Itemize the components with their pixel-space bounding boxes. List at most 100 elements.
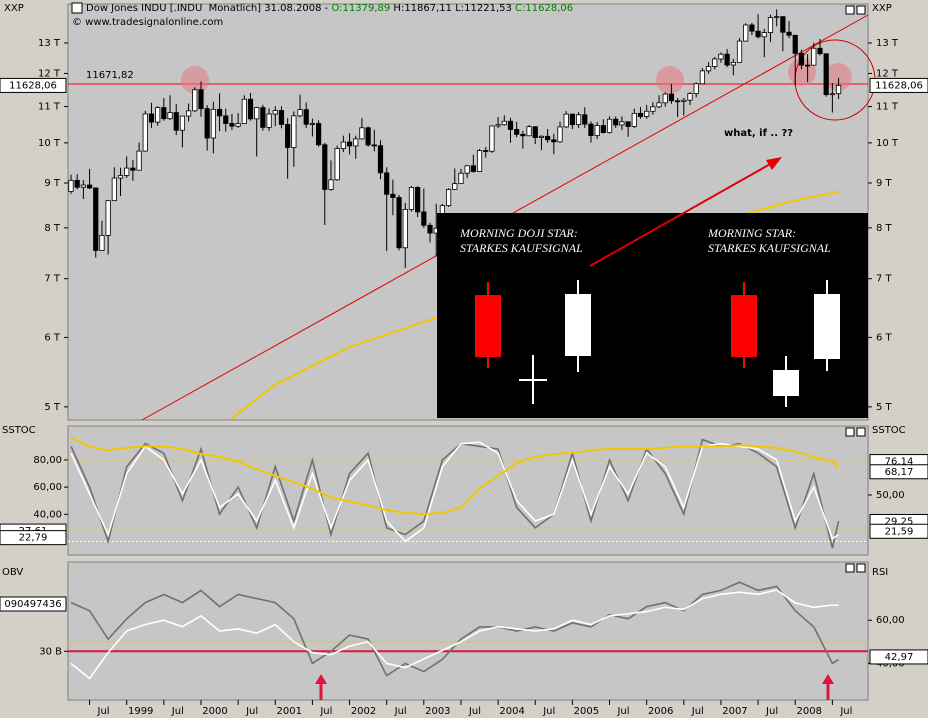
candle-body — [786, 31, 792, 36]
y-tick-label: 6 T — [44, 332, 61, 343]
copyright: © www.tradesignalonline.com — [72, 17, 223, 28]
header-part: H:11867,11 L:11221,53 — [390, 3, 515, 14]
candle-body — [588, 123, 594, 136]
indicator-line — [70, 581, 839, 677]
candle-body — [68, 179, 74, 192]
x-tick-label: 2001 — [277, 706, 302, 717]
candle-body — [582, 114, 588, 125]
candle-body — [749, 24, 755, 32]
x-tick-label: Jul — [171, 706, 184, 717]
y-tick-label: 13 T — [38, 38, 61, 49]
candle-body — [538, 135, 545, 138]
candle-body — [254, 107, 260, 120]
value-box-label: 29,25 — [885, 516, 914, 527]
x-tick-label: 2004 — [499, 706, 524, 717]
candle-body — [835, 85, 842, 95]
candle-body — [675, 100, 681, 103]
x-tick-label: 2000 — [202, 706, 227, 717]
candle-body — [421, 211, 427, 226]
candle-body — [829, 93, 835, 96]
candle-body — [613, 118, 619, 126]
candle-body — [148, 113, 155, 123]
x-tick-label: Jul — [394, 706, 407, 717]
candle-body — [365, 127, 371, 146]
candle-body — [74, 179, 80, 188]
x-tick-label: 2006 — [648, 706, 673, 717]
candle-body — [297, 109, 303, 117]
candle-body — [142, 113, 148, 152]
y-tick-label: 13 T — [876, 38, 899, 49]
panel-button — [845, 427, 855, 437]
header-part: O:11379,89 — [331, 3, 390, 14]
candle-body — [575, 114, 582, 126]
value-box — [0, 530, 67, 546]
candle-body — [408, 187, 415, 210]
y-tick-label: 8 T — [876, 223, 893, 234]
candle-body — [377, 145, 384, 174]
y-tick-label: 10 T — [38, 138, 61, 149]
annotation: what, if .. ?? — [724, 128, 793, 139]
y-tick-label: 7 T — [876, 274, 893, 285]
candle-body — [470, 165, 476, 172]
candle-body — [80, 184, 86, 188]
panel-name: SSTOC — [872, 425, 906, 436]
candle-body — [99, 234, 105, 251]
candle-body — [136, 150, 142, 171]
y-tick-label: 12 T — [876, 68, 899, 79]
candle-body — [507, 120, 514, 130]
value-box — [869, 523, 928, 539]
candle-body — [303, 109, 309, 125]
candle-body — [495, 124, 501, 127]
candle-body — [223, 115, 229, 124]
candle-body — [489, 125, 495, 152]
value-box — [0, 77, 67, 93]
x-tick-label: Jul — [765, 706, 778, 717]
panel-button — [856, 5, 866, 15]
value-box-label: 68,17 — [885, 467, 914, 478]
candle-body — [724, 53, 730, 66]
candle-body — [798, 52, 805, 66]
candle-body — [229, 123, 235, 127]
candle-body — [755, 30, 761, 38]
candle-body — [278, 110, 285, 125]
y-tick-label: 5 T — [44, 402, 61, 413]
candle-body — [402, 208, 408, 249]
candle-body — [563, 113, 569, 128]
candle-body — [662, 93, 668, 104]
candle-body — [699, 70, 705, 85]
arrow-head — [766, 157, 782, 170]
value-box — [869, 464, 928, 480]
value-box-label: 21,59 — [885, 526, 914, 537]
x-tick-label: Jul — [468, 706, 481, 717]
candle-body — [192, 89, 198, 112]
plot-area — [67, 425, 869, 556]
candle-body — [767, 17, 774, 34]
candle-body — [811, 47, 817, 66]
x-tick-label: Jul — [839, 706, 852, 717]
inset-candle — [731, 295, 757, 357]
highlight — [656, 66, 684, 94]
candle-body — [483, 150, 489, 152]
candle-body — [520, 133, 526, 137]
y2-tick-label: 50,00 — [876, 490, 905, 501]
arrow-line — [589, 162, 773, 267]
inset-candle — [773, 370, 799, 396]
candle-body — [204, 108, 210, 139]
candle-body — [712, 58, 718, 67]
candle-body — [625, 121, 631, 127]
candle-body — [130, 167, 136, 171]
value-box-label: 22,79 — [19, 533, 48, 544]
candle-body — [340, 141, 346, 149]
candle-body — [619, 121, 625, 126]
inset-candle — [475, 295, 501, 357]
value-box — [869, 77, 928, 93]
y-tick-label: 60,00 — [33, 482, 62, 493]
value-box-label: 090497436 — [4, 599, 61, 610]
candle-body — [718, 53, 724, 60]
candle-body — [823, 53, 829, 96]
inset-text: STARKES KAUFSIGNAL — [460, 241, 583, 255]
y-tick-label: 10 T — [876, 138, 899, 149]
y2-tick-label: 60,00 — [876, 615, 905, 626]
y-tick-label: 6 T — [876, 332, 893, 343]
y-tick-label: 11 T — [38, 102, 61, 113]
